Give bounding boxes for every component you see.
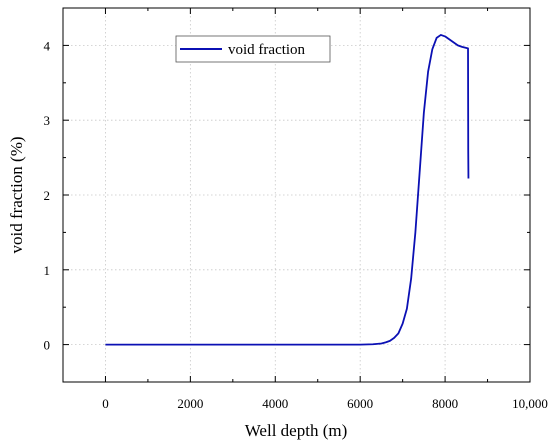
x-tick-label: 6000: [347, 396, 373, 411]
x-tick-label: 8000: [432, 396, 458, 411]
y-tick-label: 3: [44, 113, 51, 128]
y-tick-label: 0: [44, 338, 51, 353]
series-layer: [105, 34, 470, 346]
x-tick-label: 10,000: [512, 396, 548, 411]
y-tick-label: 4: [44, 38, 51, 53]
series-line-void-fraction: [105, 34, 470, 346]
y-axis-title: void fraction (%): [7, 136, 26, 253]
y-tick-label: 2: [44, 188, 51, 203]
x-tick-label: 2000: [177, 396, 203, 411]
x-tick-label: 0: [102, 396, 109, 411]
legend-label: void fraction: [228, 42, 306, 58]
x-tick-label: 4000: [262, 396, 288, 411]
x-axis-title: Well depth (m): [245, 421, 348, 440]
ticks-layer: 0 2000 4000 6000 8000 10,000 0 1 2 3 4: [44, 7, 548, 411]
legend: void fraction: [175, 35, 331, 63]
y-tick-label: 1: [44, 263, 51, 278]
grid-layer: [63, 8, 531, 382]
